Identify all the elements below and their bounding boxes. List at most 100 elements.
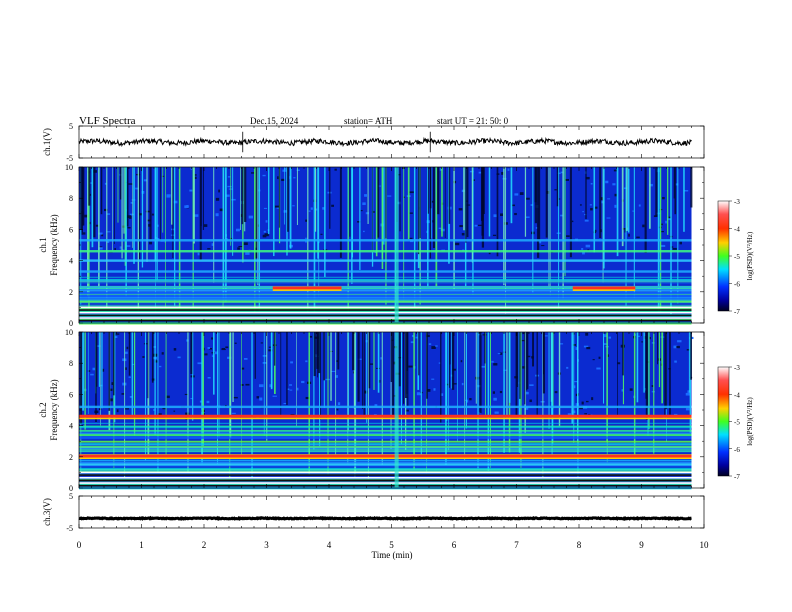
- ch2-spectrogram-cell: [493, 363, 498, 366]
- ch2-spectrogram-ylabel2: Frequency (kHz): [49, 379, 59, 440]
- ch1-spectrogram-cell: [492, 234, 497, 237]
- ch1-spectrogram-ytick-label: 10: [65, 163, 73, 172]
- ch2-spectrogram-cell: [269, 384, 272, 388]
- ch2-spectrogram-cell: [121, 393, 125, 395]
- ch2-spectrogram-cell: [475, 376, 480, 380]
- ch2-spectrogram-cell: [440, 393, 444, 396]
- ch1-spectrogram-cell: [126, 245, 131, 247]
- ch2-spectrogram-cell: [166, 395, 170, 399]
- ch1-spectrogram-lowband: [79, 287, 692, 290]
- ch2-spectrogram-cell: [262, 355, 268, 357]
- ch1-spectrogram-cell: [101, 234, 104, 237]
- ch2-spectrogram-cell: [428, 343, 432, 345]
- ch1-spectrogram-ytick-label: 6: [69, 225, 73, 234]
- ch1-spectrogram-cell: [500, 213, 503, 217]
- ch1-spectrogram-cell: [277, 176, 279, 180]
- ch2-spectrogram-cell: [283, 402, 287, 405]
- ch1-waveform-trace: [78, 136, 692, 148]
- ch1-spectrogram-cell: [670, 246, 674, 248]
- station-label: station= ATH: [344, 116, 393, 126]
- ch1-spectrogram-cell: [514, 193, 519, 196]
- x-tick-label: 4: [327, 540, 332, 550]
- ch1-spectrogram-cell: [465, 200, 468, 202]
- ch1-waveform-ytick-label: -5: [66, 154, 73, 163]
- ch2-spectrogram-cell: [492, 391, 495, 394]
- ch1-spectrogram-cell: [660, 231, 664, 233]
- ch1-spectrogram-band: [79, 239, 692, 242]
- ch1-spectrogram-cell: [130, 201, 133, 204]
- ch1-spectrogram-cell: [600, 197, 603, 201]
- ch1-spectrogram-cell: [679, 241, 682, 245]
- colorbar-tick-label: -6: [734, 446, 740, 454]
- ch2-spectrogram-cell: [608, 336, 612, 339]
- ch2-spectrogram-cell: [431, 378, 435, 380]
- ch2-spectrogram-cell: [685, 408, 690, 411]
- ch3-waveform-ylabel: ch.3(V): [42, 498, 52, 526]
- ch2-spectrogram-cell: [452, 368, 456, 371]
- colorbar-tick-label: -7: [734, 308, 740, 316]
- ch1-waveform-panel: 5 -5 ch.1(V): [42, 122, 705, 163]
- ch1-spectrogram-lowband: [79, 288, 692, 291]
- ch1-spectrogram-cell: [560, 214, 564, 217]
- ch2-spectrogram-cell: [522, 366, 526, 369]
- ch2-spectrogram-cell: [598, 356, 601, 359]
- colorbar-scale: [717, 200, 730, 312]
- ch2-spectrogram-cell: [234, 342, 237, 344]
- ch2-spectrogram-cell: [364, 390, 368, 394]
- ch2-spectrogram-cell: [173, 410, 176, 412]
- ch2-spectrogram-cell: [296, 387, 299, 391]
- ch1-spectrogram-cell: [308, 210, 311, 212]
- ch1-spectrogram-ylabel2: Frequency (kHz): [49, 214, 59, 275]
- ch1-spectrogram-cell: [585, 244, 591, 248]
- ch1-spectrogram-cell: [365, 212, 370, 215]
- ch2-spectrogram-lowband: [79, 430, 692, 432]
- ch1-spectrogram-cell: [668, 216, 672, 219]
- ch1-spectrogram-cell: [605, 180, 609, 184]
- ch1-spectrogram-cell: [582, 251, 585, 255]
- ch2-spectrogram-cell: [225, 346, 229, 349]
- ch2-spectrogram-cell: [649, 336, 651, 340]
- ch2-spectrogram-cell: [289, 384, 292, 386]
- ch2-spectrogram-cell: [126, 346, 129, 350]
- ch3-waveform-trace: [78, 515, 692, 522]
- ch1-spectrogram-band: [79, 250, 692, 253]
- ch2-spectrogram-cell: [211, 337, 214, 340]
- ch1-spectrogram-panel: 0 2 4 6 8 10 ch.1 Frequency (kHz): [38, 163, 705, 328]
- ch1-spectrogram-cell: [530, 204, 534, 206]
- ch2-spectrogram-lowband: [79, 443, 692, 445]
- ch2-spectrogram-hot-band-edge: [79, 457, 692, 460]
- ch2-spectrogram-band: [79, 405, 692, 409]
- ch1-spectrogram-cell: [245, 252, 250, 255]
- ch2-spectrogram-cell: [125, 367, 127, 370]
- ch2-spectrogram-cell: [686, 349, 691, 351]
- ch1-spectrogram-lowband: [79, 297, 692, 300]
- colorbar-tick-label: -5: [734, 419, 740, 427]
- ch1-spectrogram-cell: [215, 197, 220, 201]
- ch2-spectrogram-cell: [629, 388, 633, 391]
- ch1-spectrogram-cell: [304, 237, 308, 239]
- ch1-spectrogram-ytick-label: 8: [69, 194, 73, 203]
- ch2-spectrogram-cell: [90, 373, 94, 376]
- ch2-spectrogram-cell: [162, 407, 166, 410]
- ch1-spectrogram-cell: [478, 171, 483, 174]
- ch2-spectrogram-cell: [190, 398, 193, 400]
- ch2-spectrogram-cell: [567, 413, 572, 417]
- ch1-spectrogram-cell: [501, 171, 505, 175]
- ch1-spectrogram-cell: [310, 207, 313, 210]
- ch1-spectrogram-cell: [82, 232, 86, 235]
- ch1-spectrogram-cell: [478, 224, 482, 226]
- ch1-spectrogram-cell: [227, 185, 232, 188]
- ch1-spectrogram-cell: [197, 252, 200, 256]
- ch1-spectrogram-cell: [511, 204, 515, 207]
- ch1-spectrogram-cell: [594, 229, 597, 233]
- ch2-spectrogram-cell: [177, 356, 181, 359]
- ch1-colorbar: -3 -4 -5 -6 -7 log(PSD)(V²/Hz): [717, 198, 754, 316]
- ch1-spectrogram-cell: [461, 232, 465, 236]
- ch2-spectrogram-base-stripe: [79, 471, 692, 474]
- colorbar-tick-label: -3: [734, 364, 740, 372]
- ch2-spectrogram-lowband: [79, 450, 692, 453]
- ch2-spectrogram-cell: [184, 393, 189, 396]
- ch2-spectrogram-cell: [408, 365, 413, 368]
- ch2-spectrogram-cell: [87, 370, 91, 372]
- ch2-colorbar: -3 -4 -5 -6 -7 log(PSD)(V²/Hz): [717, 364, 754, 481]
